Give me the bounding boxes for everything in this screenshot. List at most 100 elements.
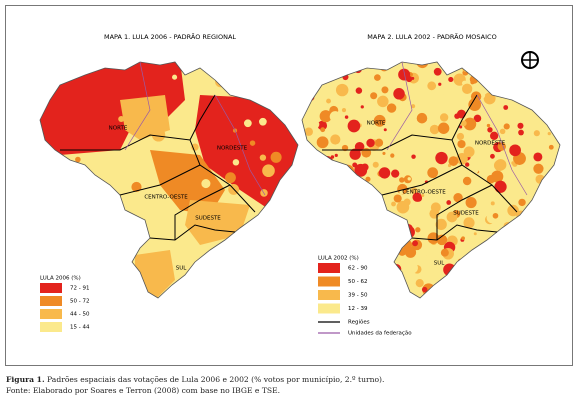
patch	[546, 276, 557, 287]
patch	[457, 139, 466, 149]
patch	[394, 275, 406, 287]
patch	[488, 283, 500, 295]
patch	[547, 226, 557, 236]
patch	[326, 203, 336, 213]
patch	[548, 267, 560, 279]
patch	[480, 263, 485, 268]
patch	[315, 200, 328, 213]
patch	[493, 159, 506, 171]
patch	[243, 119, 252, 128]
patch	[508, 222, 521, 235]
patch	[459, 125, 463, 129]
patch	[360, 226, 372, 238]
patch	[450, 283, 455, 288]
patch	[470, 80, 475, 85]
legend-label: 62 - 90	[348, 266, 368, 272]
legend-swatch	[318, 290, 340, 300]
patch	[437, 122, 450, 134]
patch	[448, 76, 454, 83]
patch	[443, 63, 453, 73]
area	[40, 62, 185, 155]
patch	[378, 222, 389, 233]
patch	[427, 81, 437, 91]
patch	[518, 129, 524, 136]
patch	[421, 122, 431, 131]
patch	[453, 192, 463, 203]
patch	[525, 222, 530, 227]
patch	[466, 62, 479, 74]
patch	[362, 62, 372, 65]
patch	[551, 70, 560, 83]
patch	[489, 269, 498, 279]
patch	[312, 170, 320, 178]
patch	[468, 291, 475, 298]
patch	[443, 263, 456, 277]
patch	[304, 127, 313, 136]
patch	[526, 277, 532, 283]
patch	[505, 246, 511, 252]
patch	[499, 128, 506, 135]
patch	[462, 265, 472, 275]
patch	[532, 206, 543, 217]
patch	[448, 156, 459, 166]
patch	[456, 152, 468, 165]
patch	[325, 228, 336, 239]
patch	[356, 206, 366, 216]
patch	[332, 172, 345, 185]
patch	[302, 250, 311, 260]
patch	[319, 110, 332, 123]
patch	[518, 198, 526, 207]
patch	[489, 131, 499, 140]
patch	[312, 65, 321, 74]
patch	[499, 65, 505, 71]
patch	[367, 211, 377, 221]
patch	[375, 297, 380, 298]
patch	[400, 104, 408, 111]
patch	[257, 259, 270, 273]
patch	[436, 234, 448, 246]
patch	[438, 82, 442, 86]
patch	[412, 240, 419, 247]
patch	[321, 69, 330, 79]
patch	[487, 127, 493, 133]
region-border	[149, 224, 236, 241]
patch	[320, 127, 326, 133]
country-outline	[39, 61, 299, 299]
patch	[443, 94, 451, 102]
patch	[458, 62, 465, 65]
patch	[283, 113, 295, 124]
patch	[511, 248, 523, 260]
patch	[441, 280, 450, 290]
patch	[462, 83, 473, 94]
patch	[366, 138, 375, 148]
patch	[521, 252, 529, 259]
patch	[510, 282, 523, 295]
patch	[543, 203, 550, 210]
patch	[305, 168, 315, 178]
patch	[341, 108, 347, 113]
patch	[204, 270, 209, 275]
patch	[201, 179, 211, 189]
patch	[511, 161, 515, 165]
patch	[383, 128, 387, 132]
patch	[474, 143, 485, 154]
patch	[468, 98, 482, 111]
patch	[541, 192, 551, 202]
patch	[411, 76, 415, 80]
patch	[456, 132, 465, 141]
patch	[351, 192, 360, 202]
patch	[399, 177, 405, 183]
patch	[500, 70, 511, 81]
patch	[262, 164, 275, 178]
patch	[547, 78, 559, 90]
legend-swatch	[40, 322, 62, 332]
patch	[453, 270, 457, 274]
patch	[232, 159, 240, 166]
patch	[256, 252, 271, 267]
patch	[302, 283, 310, 294]
patch	[259, 154, 267, 161]
patch	[468, 272, 473, 278]
patch	[378, 167, 391, 179]
patch	[391, 240, 402, 251]
patch	[361, 147, 372, 158]
